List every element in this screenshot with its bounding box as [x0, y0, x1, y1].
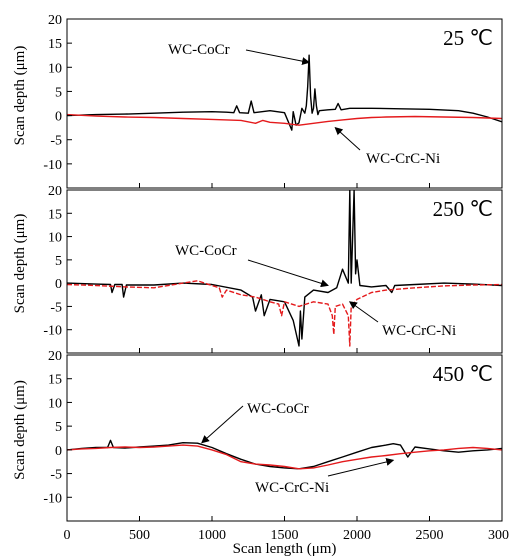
y-tick-label: 15	[48, 373, 62, 388]
y-tick-label: 0	[55, 444, 62, 459]
y-tick-label: -5	[50, 134, 62, 149]
y-tick-label: -5	[50, 468, 62, 483]
y-tick-label: 10	[48, 396, 62, 411]
series-line-wc-crc-ni	[67, 280, 502, 347]
panel-temperature-label: 25 ℃	[443, 26, 493, 50]
y-tick-label: 5	[55, 254, 62, 269]
series-annotation-wc-cocr: WC-CoCr	[247, 401, 309, 417]
panel-2: 20 15 10 5 0 -5 -10 Scan depth (μm) 250 ℃ WC-CoCr…	[12, 184, 503, 354]
series-annotation-wc-cocr: WC-CoCr	[175, 243, 237, 259]
y-tick-label: -10	[43, 324, 62, 339]
y-tick-label: -10	[43, 491, 62, 506]
y-tick-label: -5	[50, 300, 62, 315]
y-tick-label: 15	[48, 207, 62, 222]
x-tick-label: 500	[129, 528, 150, 543]
y-tick-label: 10	[48, 231, 62, 246]
y-axis-title: Scan depth (μm)	[12, 380, 28, 480]
y-tick-label: 5	[55, 420, 62, 435]
y-tick-label: 20	[48, 349, 62, 364]
series-annotation-wc-cocr: WC-CoCr	[168, 42, 230, 58]
panel-temperature-label: 450 ℃	[433, 362, 493, 386]
y-tick-label: 20	[48, 184, 62, 199]
series-annotation-wc-crc-ni: WC-CrC-Ni	[382, 323, 456, 339]
y-tick-label: 20	[48, 13, 62, 28]
panel-3: 20 15 10 5 0 -5 -10 0 500 1000 1500 2000 2500 3000 Sca…	[12, 349, 509, 557]
x-tick-label: 2000	[343, 528, 371, 543]
y-axis-title: Scan depth (μm)	[12, 214, 28, 314]
annotation-arrow	[245, 49, 311, 66]
annotation-arrow	[348, 301, 379, 323]
x-tick-label: 3000	[488, 528, 509, 543]
series-line-wc-cocr	[67, 439, 502, 470]
y-tick-label: 10	[48, 61, 62, 76]
y-tick-label: 15	[48, 37, 62, 52]
panel-temperature-label: 250 ℃	[433, 197, 493, 221]
annotation-arrow	[327, 458, 395, 477]
y-tick-label: 5	[55, 85, 62, 100]
y-axis-title: Scan depth (μm)	[12, 46, 28, 146]
series-line-wc-crc-ni	[67, 113, 502, 126]
series-annotation-wc-crc-ni: WC-CrC-Ni	[366, 151, 440, 167]
x-tick-label: 1500	[271, 528, 299, 543]
y-tick-label: -10	[43, 158, 62, 173]
panel-1: 20 15 10 5 0 -5 -10 Scan depth (μm) 25 ℃ WC-CoCr W…	[12, 13, 503, 189]
x-axis-title: Scan length (μm)	[233, 541, 337, 557]
series-line-wc-crc-ni	[67, 444, 502, 470]
annotation-arrow	[334, 126, 361, 151]
annotation-arrow	[201, 405, 244, 444]
y-tick-label: 0	[55, 277, 62, 292]
y-tick-label: 0	[55, 110, 62, 125]
annotation-arrow	[247, 259, 329, 288]
x-tick-label: 0	[64, 528, 71, 543]
x-tick-label: 1000	[198, 528, 226, 543]
x-tick-label: 2500	[416, 528, 444, 543]
series-annotation-wc-crc-ni: WC-CrC-Ni	[255, 480, 329, 496]
series-line-wc-cocr	[67, 54, 502, 131]
